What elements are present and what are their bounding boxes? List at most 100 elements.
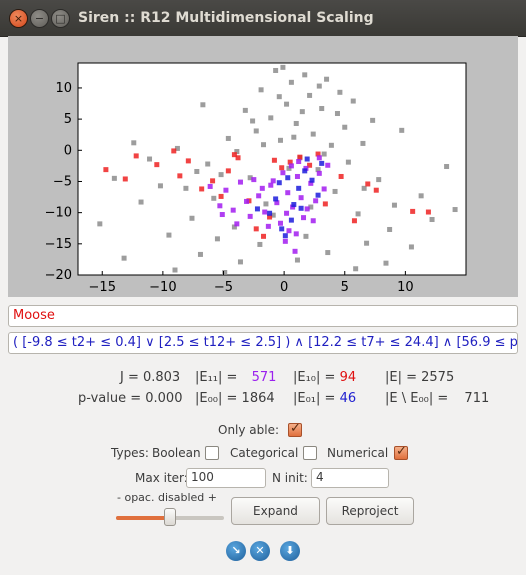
categorical-checkbox[interactable] bbox=[303, 446, 317, 460]
scatter-point bbox=[260, 186, 265, 191]
only-able-checkbox[interactable] bbox=[288, 423, 302, 437]
scatter-point bbox=[147, 157, 152, 162]
reproject-button[interactable]: Reproject bbox=[326, 497, 414, 525]
scatter-point bbox=[278, 221, 283, 226]
categorical-label: Categorical bbox=[230, 446, 298, 460]
scatter-point bbox=[186, 158, 191, 163]
numerical-label: Numerical bbox=[327, 446, 388, 460]
scatter-point bbox=[301, 215, 306, 220]
scatter-point bbox=[205, 162, 210, 167]
scatter-point bbox=[198, 252, 203, 257]
scatter-point bbox=[134, 153, 139, 158]
y-tick-label: 0 bbox=[64, 143, 72, 158]
scatter-point bbox=[322, 186, 327, 191]
redescription-name-field[interactable]: Moose bbox=[8, 305, 518, 327]
scatter-point bbox=[103, 167, 108, 172]
scatter-point bbox=[222, 270, 227, 275]
scatter-point bbox=[215, 236, 220, 241]
scatter-point bbox=[231, 208, 236, 213]
scatter-point bbox=[325, 163, 330, 168]
scatter-point bbox=[426, 210, 431, 215]
scatter-point bbox=[295, 174, 300, 179]
opacity-slider-fill bbox=[116, 516, 170, 520]
scatter-point bbox=[299, 195, 304, 200]
scatter-point bbox=[131, 140, 136, 145]
scatter-point bbox=[313, 198, 318, 203]
e01-stat: |E₀₁| = 46 bbox=[293, 391, 356, 406]
scatter-point bbox=[267, 211, 272, 216]
scatter-point bbox=[342, 125, 347, 130]
scatter-point bbox=[337, 90, 342, 95]
scatter-point bbox=[360, 141, 365, 146]
scatter-point bbox=[419, 193, 424, 198]
scatter-point bbox=[295, 258, 300, 263]
maximize-window-button[interactable]: □ bbox=[51, 9, 70, 28]
scatter-point bbox=[277, 94, 282, 99]
scatter-point bbox=[189, 216, 194, 221]
scatter-point bbox=[183, 186, 188, 191]
scatter-point bbox=[210, 178, 215, 183]
scatter-point bbox=[279, 226, 284, 231]
scatter-point bbox=[279, 165, 284, 170]
scatter-point bbox=[323, 201, 328, 206]
scatter-point bbox=[305, 206, 310, 211]
scatter-point bbox=[97, 221, 102, 226]
scatter-point bbox=[410, 209, 415, 214]
y-tick-label: −10 bbox=[45, 206, 72, 221]
plot-frame bbox=[78, 63, 466, 275]
scatter-point bbox=[374, 188, 379, 193]
scatter-point bbox=[289, 163, 294, 168]
scatter-point bbox=[319, 106, 324, 111]
max-iter-input[interactable]: 100 bbox=[186, 468, 266, 488]
scatter-point bbox=[302, 168, 307, 173]
scatter-point bbox=[294, 231, 299, 236]
scatter-point bbox=[339, 174, 344, 179]
scatter-point bbox=[171, 148, 176, 153]
e11-value: 571 bbox=[252, 370, 277, 385]
scatter-point bbox=[200, 102, 205, 107]
e11-stat: |E₁₁| = 571 bbox=[195, 370, 276, 385]
scatter-point bbox=[112, 176, 117, 181]
scatter-point bbox=[123, 176, 128, 181]
e10-value: 94 bbox=[340, 370, 357, 385]
boolean-checkbox[interactable] bbox=[205, 446, 219, 460]
close-circle-icon[interactable]: ✕ bbox=[250, 541, 270, 561]
scatter-point bbox=[317, 171, 322, 176]
scatter-point bbox=[352, 218, 357, 223]
redescription-query-field[interactable]: ( [-9.8 ≤ t2+ ≤ 0.4] ∨ [2.5 ≤ t12+ ≤ 2.5… bbox=[8, 332, 518, 354]
scatter-point bbox=[303, 234, 308, 239]
scatter-point bbox=[324, 77, 329, 82]
numerical-checkbox[interactable] bbox=[394, 446, 408, 460]
x-tick-label: −15 bbox=[89, 280, 116, 295]
scatter-point bbox=[223, 188, 228, 193]
close-window-button[interactable]: × bbox=[9, 9, 28, 28]
expand-button[interactable]: Expand bbox=[231, 497, 320, 525]
scatter-point bbox=[285, 190, 290, 195]
scatter-point bbox=[263, 201, 268, 206]
scatter-point bbox=[211, 196, 216, 201]
e-diff-label: |E \ E₀₀| = bbox=[385, 391, 448, 406]
scatter-point bbox=[310, 178, 315, 183]
scatter-point bbox=[261, 142, 266, 147]
scatter-point bbox=[248, 214, 253, 219]
scatter-point bbox=[238, 259, 243, 264]
minimize-window-button[interactable]: − bbox=[30, 9, 49, 28]
n-init-input[interactable]: 4 bbox=[311, 468, 389, 488]
jaccard-stat: J = 0.803 bbox=[120, 370, 180, 385]
mds-scatter-plot[interactable]: −15 −10 −5 0 5 10 10 5 0 −5 −10 −15 −20 bbox=[8, 36, 518, 297]
scatter-point bbox=[316, 193, 321, 198]
arrow-down-right-icon[interactable]: ↘ bbox=[226, 541, 246, 561]
scatter-point bbox=[139, 200, 144, 205]
download-icon[interactable]: ⬇ bbox=[280, 541, 300, 561]
e10-stat: |E₁₀| = 94 bbox=[293, 370, 356, 385]
scatter-point bbox=[251, 177, 256, 182]
scatter-point bbox=[329, 143, 334, 148]
scatter-point bbox=[305, 157, 310, 162]
x-tick-label: −10 bbox=[149, 280, 176, 295]
y-tick-label: −15 bbox=[45, 237, 72, 252]
e11-label: |E₁₁| = bbox=[195, 370, 237, 385]
scatter-point bbox=[289, 80, 294, 85]
scatter-point bbox=[365, 181, 370, 186]
opacity-slider-handle[interactable] bbox=[164, 508, 176, 526]
scatter-point bbox=[346, 160, 351, 165]
